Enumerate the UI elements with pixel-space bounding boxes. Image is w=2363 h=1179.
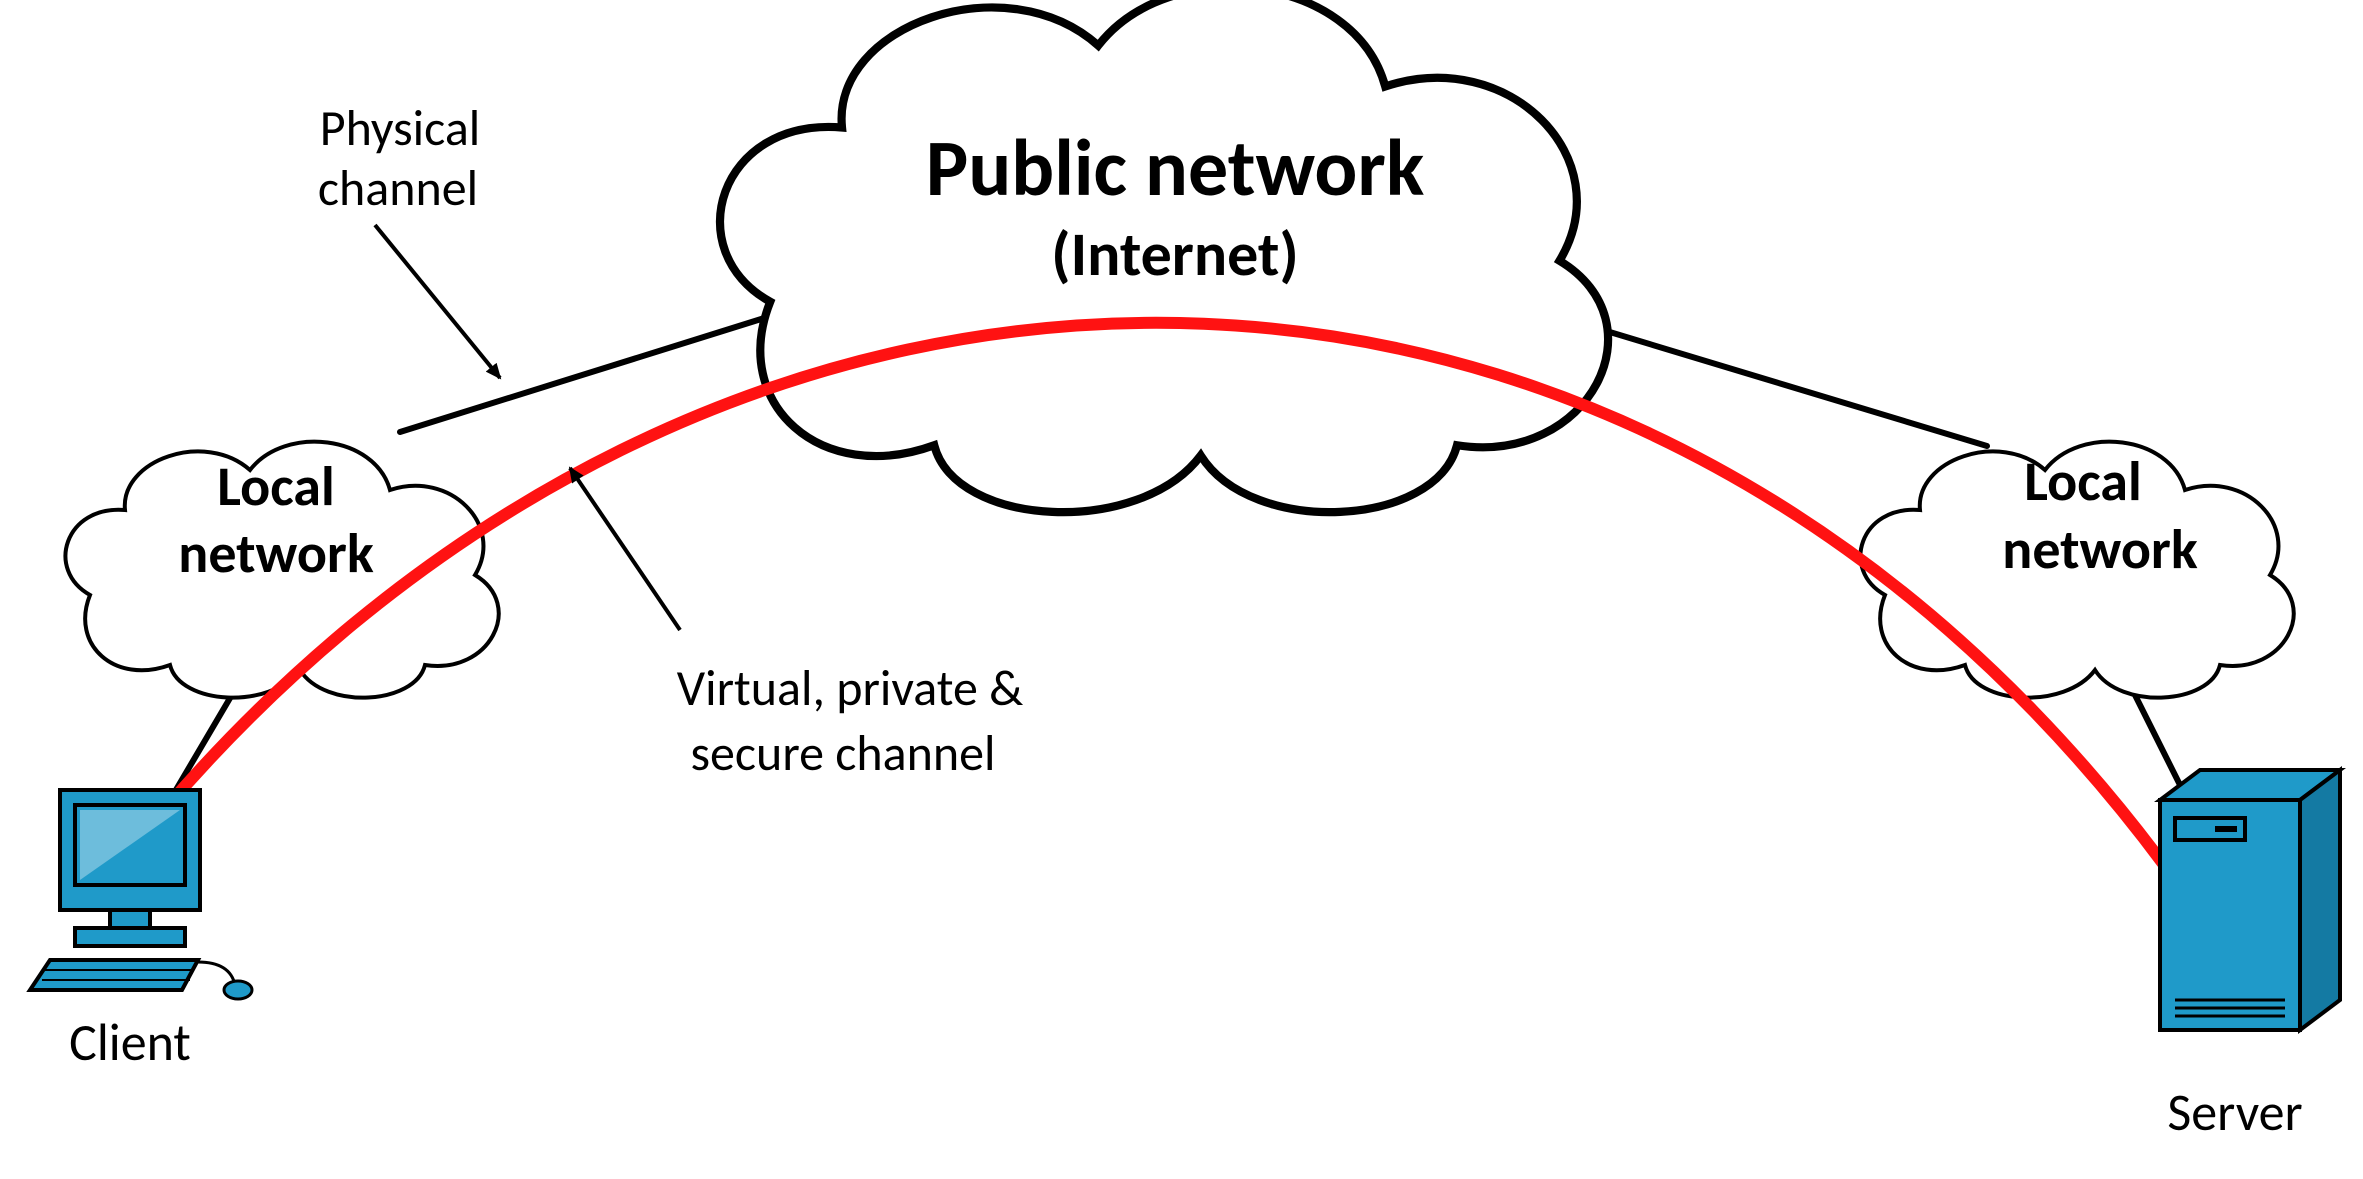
labels.local_left_line2: network — [178, 520, 374, 588]
labels.public_line2: (Internet) — [1051, 216, 1298, 292]
labels.server: Server — [2167, 1080, 2302, 1144]
labels.client: Client — [69, 1010, 191, 1074]
labels.physical_line1: Physical — [320, 98, 481, 159]
labels.vpn_line1: Virtual, private & — [677, 658, 1024, 719]
labels.physical_line2: channel — [318, 158, 478, 219]
labels.public_line1: Public network — [926, 120, 1424, 217]
labels.local_right_line1: Local — [2024, 448, 2141, 516]
labels.local_left_line1: Local — [217, 453, 334, 521]
server-icon — [2160, 770, 2340, 1030]
labels.local_right_line2: network — [2002, 516, 2198, 584]
labels.vpn_line2: secure channel — [690, 723, 995, 784]
